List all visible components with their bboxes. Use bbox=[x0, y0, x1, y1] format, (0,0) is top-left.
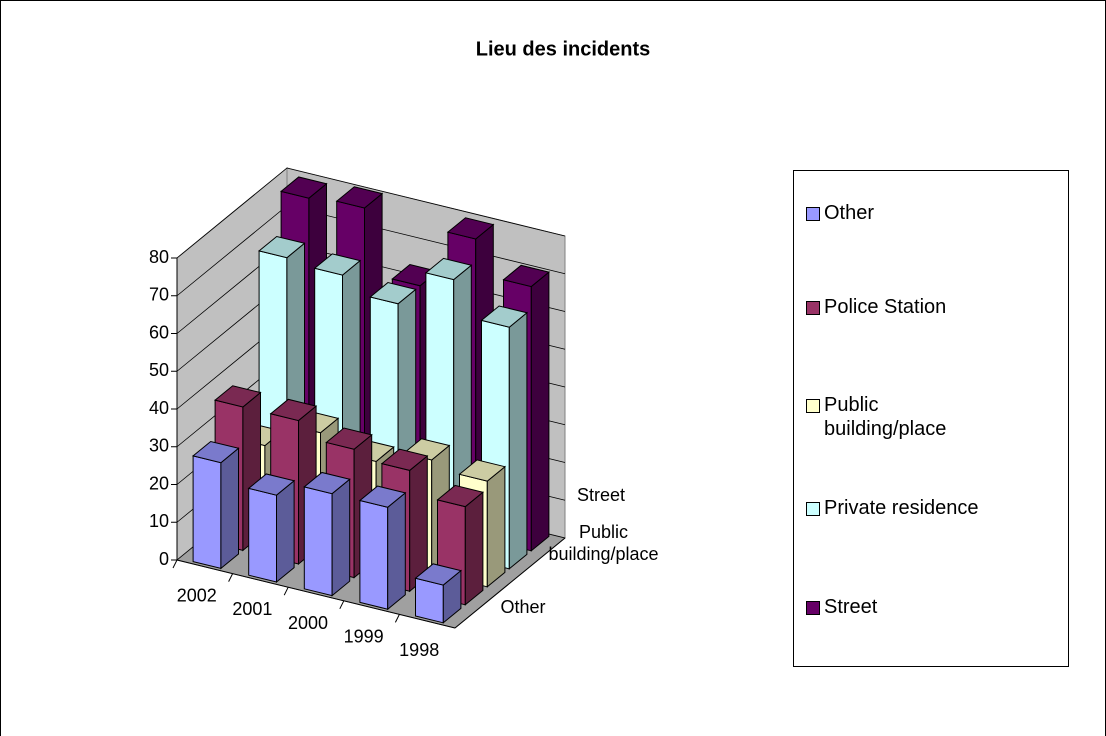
bar-front bbox=[192, 455, 222, 570]
x-tick bbox=[394, 614, 400, 623]
bar-top bbox=[502, 264, 550, 288]
legend-item: Street bbox=[806, 595, 1061, 619]
legend-item: Public building/place bbox=[806, 393, 1061, 441]
x-tick-label: 2001 bbox=[232, 599, 272, 619]
depth-label: Street bbox=[576, 485, 626, 505]
bar-top bbox=[258, 235, 306, 259]
legend: Other Police Station Public building/place… bbox=[793, 170, 1069, 667]
y-tick-label: 60 bbox=[149, 322, 169, 342]
bar-front bbox=[359, 499, 389, 610]
bar-top bbox=[303, 471, 351, 495]
bar-side bbox=[486, 465, 506, 588]
bar-top bbox=[313, 253, 362, 276]
x-tick bbox=[172, 559, 178, 569]
bar-top bbox=[458, 459, 506, 482]
bar-top bbox=[214, 385, 262, 408]
legend-label: Street bbox=[824, 596, 878, 618]
x-tick-label: 1999 bbox=[344, 626, 384, 646]
x-tick-label: 2000 bbox=[288, 613, 328, 633]
bar-side bbox=[508, 311, 528, 570]
legend-swatch bbox=[806, 502, 820, 516]
y-tick-label: 0 bbox=[159, 549, 169, 569]
bar-top bbox=[369, 282, 417, 305]
y-tick-label: 70 bbox=[149, 285, 169, 305]
bar-side bbox=[220, 447, 239, 570]
legend-item: Private residence bbox=[806, 496, 1061, 520]
bar-top bbox=[380, 448, 429, 471]
bar bbox=[303, 471, 351, 597]
bar-top bbox=[192, 440, 240, 464]
legend-swatch bbox=[806, 601, 820, 615]
bar bbox=[414, 563, 462, 624]
x-tick-label: 1998 bbox=[399, 640, 439, 660]
legend-label: Public building/place bbox=[824, 394, 947, 440]
y-tick-label: 20 bbox=[149, 473, 169, 493]
bar-top bbox=[358, 485, 407, 508]
bar-side bbox=[464, 491, 484, 606]
legend-swatch bbox=[806, 301, 820, 315]
bar-side bbox=[387, 491, 406, 611]
bar bbox=[192, 440, 240, 570]
legend-item: Police Station bbox=[806, 295, 1061, 319]
bar-front bbox=[248, 487, 277, 583]
legend-label: Private residence bbox=[824, 497, 979, 519]
legend-swatch bbox=[806, 207, 820, 221]
bar-side bbox=[331, 478, 351, 597]
legend-item: Other bbox=[806, 201, 1061, 225]
bar-top bbox=[414, 563, 462, 586]
depth-label: Public building/place bbox=[548, 522, 659, 564]
bar-top bbox=[480, 305, 528, 328]
x-tick bbox=[339, 600, 345, 610]
y-tick-label: 80 bbox=[149, 247, 169, 267]
y-tick-label: 10 bbox=[149, 511, 169, 531]
bar-top bbox=[446, 217, 495, 240]
x-axis bbox=[176, 559, 456, 629]
bar-front bbox=[303, 486, 333, 597]
bar-side bbox=[530, 271, 550, 552]
depth-label: Other bbox=[500, 597, 546, 617]
bar bbox=[247, 473, 296, 584]
bar-top bbox=[424, 257, 473, 281]
bar-top bbox=[269, 398, 318, 422]
bar-top bbox=[280, 176, 328, 199]
legend-label: Other bbox=[824, 202, 875, 224]
bar-top bbox=[325, 427, 373, 450]
bar-top bbox=[436, 484, 484, 508]
depth-axis bbox=[454, 537, 566, 629]
bar-front bbox=[415, 577, 444, 624]
y-tick-label: 50 bbox=[149, 360, 169, 380]
chart-title: Lieu des incidents bbox=[476, 38, 650, 60]
y-tick-label: 40 bbox=[149, 398, 169, 418]
x-tick bbox=[228, 573, 234, 582]
bar bbox=[358, 485, 407, 611]
y-tick-label: 30 bbox=[149, 436, 169, 456]
x-tick bbox=[283, 586, 289, 596]
grid-line bbox=[176, 167, 566, 259]
x-tick-label: 2002 bbox=[177, 586, 217, 606]
bar-top bbox=[247, 473, 296, 496]
bar-side bbox=[276, 479, 295, 584]
legend-label: Police Station bbox=[824, 296, 947, 318]
legend-swatch bbox=[806, 399, 820, 413]
bar-top bbox=[335, 186, 384, 209]
